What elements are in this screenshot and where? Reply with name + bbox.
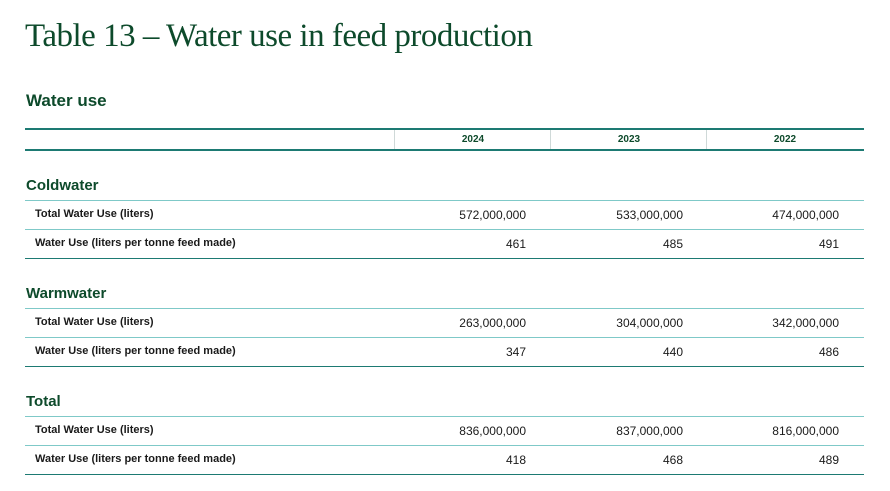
group-title: Coldwater [25, 151, 864, 200]
row-label: Water Use (liters per tonne feed made) [35, 453, 236, 465]
group-coldwater: Coldwater Total Water Use (liters) 572,0… [25, 151, 864, 259]
table-row: Water Use (liters per tonne feed made) 4… [25, 229, 864, 259]
row-label: Total Water Use (liters) [35, 208, 154, 220]
cell-2024: 418 [505, 453, 526, 467]
table-row: Total Water Use (liters) 263,000,000 304… [25, 308, 864, 337]
group-title: Warmwater [25, 259, 864, 308]
cell-2023: 440 [662, 345, 683, 359]
cell-2024: 572,000,000 [459, 208, 526, 222]
group-title: Total [25, 367, 864, 416]
column-header-2022: 2022 [773, 134, 797, 145]
column-divider [550, 130, 551, 149]
column-divider [394, 130, 395, 149]
group-title-text: Total [26, 393, 61, 410]
cell-2024: 263,000,000 [459, 316, 526, 330]
column-header-2023: 2023 [617, 134, 641, 145]
cell-2022: 486 [818, 345, 839, 359]
group-title-text: Coldwater [26, 177, 99, 194]
cell-2022: 491 [818, 237, 839, 251]
column-header-2024: 2024 [461, 134, 485, 145]
page-title: Table 13 – Water use in feed production [25, 18, 533, 54]
row-label: Water Use (liters per tonne feed made) [35, 345, 236, 357]
cell-2023: 468 [662, 453, 683, 467]
cell-2022: 342,000,000 [772, 316, 839, 330]
cell-2024: 461 [505, 237, 526, 251]
cell-2022: 816,000,000 [772, 424, 839, 438]
cell-2023: 533,000,000 [616, 208, 683, 222]
table-row: Total Water Use (liters) 836,000,000 837… [25, 416, 864, 445]
water-use-table: 2024 2023 2022 Coldwater Total Water Use… [25, 128, 864, 475]
group-title-text: Warmwater [26, 285, 107, 302]
cell-2022: 489 [818, 453, 839, 467]
table-row: Water Use (liters per tonne feed made) 4… [25, 445, 864, 475]
row-label: Total Water Use (liters) [35, 316, 154, 328]
column-divider [706, 130, 707, 149]
row-label: Total Water Use (liters) [35, 424, 154, 436]
cell-2023: 485 [662, 237, 683, 251]
group-warmwater: Warmwater Total Water Use (liters) 263,0… [25, 259, 864, 367]
row-label: Water Use (liters per tonne feed made) [35, 237, 236, 249]
cell-2024: 347 [505, 345, 526, 359]
cell-2024: 836,000,000 [459, 424, 526, 438]
cell-2023: 837,000,000 [616, 424, 683, 438]
table-header-row: 2024 2023 2022 [25, 128, 864, 151]
cell-2023: 304,000,000 [616, 316, 683, 330]
cell-2022: 474,000,000 [772, 208, 839, 222]
table-row: Total Water Use (liters) 572,000,000 533… [25, 200, 864, 229]
table-row: Water Use (liters per tonne feed made) 3… [25, 337, 864, 367]
group-total: Total Total Water Use (liters) 836,000,0… [25, 367, 864, 475]
section-heading: Water use [26, 91, 107, 110]
